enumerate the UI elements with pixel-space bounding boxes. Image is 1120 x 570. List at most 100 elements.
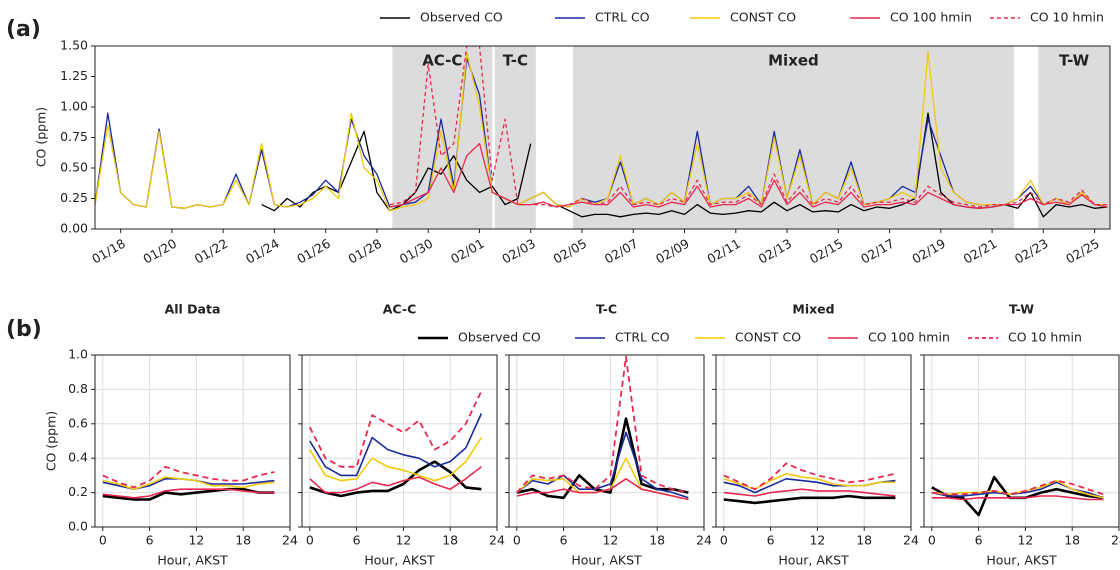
region-label: AC-C (422, 52, 462, 70)
region-label: T-C (503, 52, 528, 70)
plot-lines (931, 475, 1104, 517)
series-line (102, 476, 275, 490)
legend-label: CO 100 hmin (890, 10, 972, 25)
y-tick-label: 0.00 (60, 221, 88, 236)
x-tick-label: 0 (720, 533, 728, 548)
x-tick-label: 0 (99, 533, 107, 548)
x-tick-label: 6 (767, 533, 775, 548)
y-tick-label: 1.50 (60, 38, 88, 53)
panel-label: (a) (6, 17, 41, 42)
series-line (723, 462, 896, 491)
y-tick-label: 1.0 (68, 347, 88, 362)
x-tick-label: 01/18 (89, 236, 128, 267)
panel-label: (b) (6, 317, 42, 342)
x-tick-label: 01/28 (345, 236, 384, 267)
y-tick-label: 0.2 (68, 484, 88, 499)
axes-frame (94, 354, 291, 528)
x-axis-label: Hour, AKST (157, 553, 228, 568)
x-tick-label: 6 (146, 533, 154, 548)
x-tick-label: 18 (1064, 533, 1080, 548)
y-tick-label: 0.50 (60, 160, 88, 175)
series-line (389, 46, 1108, 208)
x-tick-label: 18 (649, 533, 665, 548)
panel-title: AC-C (383, 302, 417, 317)
panel-title: T-W (1009, 302, 1034, 317)
shaded-region (1038, 46, 1110, 229)
series-line (516, 478, 689, 501)
series-line (308, 390, 483, 468)
plot-lines (723, 462, 896, 505)
x-tick-label: 02/15 (807, 236, 846, 267)
x-tick-label: 02/01 (448, 236, 487, 267)
y-tick-label: 0.25 (60, 190, 88, 205)
region-label: Mixed (768, 52, 819, 70)
region-label: T-W (1059, 52, 1090, 70)
x-tick-label: 02/19 (909, 236, 948, 267)
x-tick-label: 12 (602, 533, 618, 548)
x-tick-label: 02/03 (499, 236, 538, 267)
y-tick-label: 1.25 (60, 68, 88, 83)
x-tick-label: 12 (395, 533, 411, 548)
x-tick-label: 01/24 (243, 236, 282, 267)
y-axis-label: CO (ppm) (34, 107, 49, 167)
x-tick-label: 12 (188, 533, 204, 548)
legend-label: CO 10 hmin (1008, 330, 1082, 345)
x-tick-label: 02/07 (602, 236, 641, 267)
x-tick-label: 6 (560, 533, 568, 548)
x-tick-label: 0 (306, 533, 314, 548)
x-tick-label: 24 (1111, 533, 1120, 548)
series-line (723, 494, 896, 505)
legend-label: CO 100 hmin (868, 330, 950, 345)
x-tick-label: 18 (442, 533, 458, 548)
x-axis-label: Hour, AKST (571, 553, 642, 568)
y-tick-label: 0.75 (60, 129, 88, 144)
x-tick-label: 24 (696, 533, 712, 548)
series-line (309, 413, 483, 477)
legend-label: CO 10 hmin (1030, 10, 1104, 25)
x-tick-label: 18 (856, 533, 872, 548)
series-line (95, 51, 1108, 212)
x-tick-label: 24 (489, 533, 505, 548)
x-tick-label: 6 (975, 533, 983, 548)
legend-label: CONST CO (735, 330, 801, 345)
x-tick-label: 0 (928, 533, 936, 548)
plot-lines (102, 465, 275, 501)
legend-label: CTRL CO (615, 330, 670, 345)
panel-title: All Data (165, 302, 221, 317)
plot-lines (516, 355, 689, 501)
y-tick-label: 0.6 (68, 415, 88, 430)
x-tick-label: 24 (282, 533, 298, 548)
series-line (102, 465, 275, 489)
plot-lines (308, 390, 483, 498)
series-line (102, 487, 275, 501)
series-line (389, 142, 1108, 209)
panel-title: T-C (596, 302, 617, 317)
series-line (723, 488, 896, 497)
series-line (102, 488, 275, 499)
x-tick-label: 01/20 (140, 236, 179, 267)
x-tick-label: 02/09 (653, 236, 692, 267)
panel-title: Mixed (792, 302, 834, 317)
y-tick-label: 0.8 (68, 381, 88, 396)
axes-frame (301, 354, 498, 528)
x-tick-label: 12 (809, 533, 825, 548)
x-tick-label: 6 (353, 533, 361, 548)
x-axis-label: Hour, AKST (364, 553, 435, 568)
axes-frame (715, 354, 912, 528)
series-line (309, 437, 483, 482)
axes-frame (923, 354, 1120, 528)
x-tick-label: 02/11 (704, 236, 743, 267)
legend-label: CTRL CO (595, 10, 650, 25)
plot-lines (95, 46, 1108, 218)
y-tick-label: 0.4 (68, 450, 88, 465)
x-tick-label: 02/05 (551, 236, 590, 267)
x-tick-label: 01/22 (192, 236, 231, 267)
y-tick-label: 0.0 (68, 519, 88, 534)
x-tick-label: 02/13 (756, 236, 795, 267)
x-axis-label: Hour, AKST (778, 553, 849, 568)
series-line (931, 481, 1104, 499)
x-tick-label: 02/17 (858, 236, 897, 267)
x-tick-label: 0 (513, 533, 521, 548)
series-line (931, 479, 1104, 499)
